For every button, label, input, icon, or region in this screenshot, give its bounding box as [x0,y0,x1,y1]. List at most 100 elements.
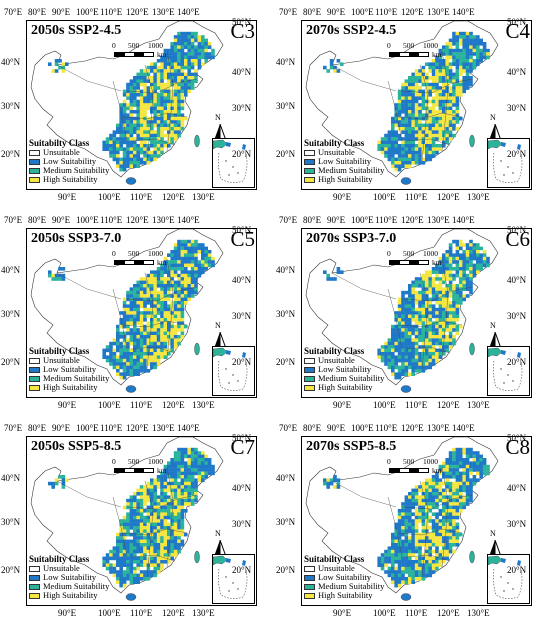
top-longitude-tick: 70°E [279,423,298,433]
bottom-longitude-tick: 100°E [373,400,396,410]
scale-bar-graphic [114,52,154,57]
legend-item: High Suitability [304,591,414,600]
scale-unit: km [432,50,442,59]
top-longitude-tick: 80°E [303,7,322,17]
scale-label-500: 500 [128,41,140,50]
province-boundaries [56,50,198,162]
bottom-longitude-tick: 120°E [162,192,185,202]
left-latitude-tick: 20°N [1,149,21,159]
scale-bar-graphic [114,468,154,473]
legend-label: High Suitability [318,382,373,392]
legend-label: Low Suitability [318,364,372,374]
left-latitude-tick: 30°N [1,101,21,111]
legend-swatch [29,357,40,364]
panel-title: 2050s SSP5-8.5 [31,439,122,454]
scale-label-1000: 1000 [148,249,163,258]
scale-bar-graphic [389,468,429,473]
inset-map [213,555,248,599]
legend-label: Medium Suitability [318,165,385,175]
legend-item: High Suitability [29,175,139,184]
legend-item: Medium Suitability [29,374,139,383]
top-longitude-tick: 90°E [52,7,71,17]
left-latitude-tick: 20°N [276,357,296,367]
panel-title: 2070s SSP2-4.5 [306,23,397,38]
legend-label: Unsuitable [43,563,80,573]
right-latitude-tick: 30°N [507,311,527,321]
scale-label-500: 500 [403,249,415,258]
panel-code: C7 [230,436,255,459]
legend-swatch [304,565,315,572]
map-panel-c7: 2050s SSP5-8.5 C7 0 500 1000 km N [0,416,275,624]
top-longitude-tick: 80°E [303,423,322,433]
legend-swatch [29,583,40,590]
left-latitude-tick: 40°N [276,473,296,483]
legend-swatch [304,167,315,174]
bottom-longitude-tick: 100°E [373,192,396,202]
bottom-longitude-tick: 120°E [437,608,460,618]
scale-label-500: 500 [128,249,140,258]
south-china-sea-inset [212,346,255,396]
top-longitude-tick: 100°E [351,7,374,17]
scale-label-1000: 1000 [423,249,438,258]
left-latitude-tick: 30°N [276,309,296,319]
legend-swatch [304,384,315,391]
right-latitude-tick: 50°N [232,225,252,235]
legend-label: Unsuitable [318,355,355,365]
scale-label-0: 0 [112,457,116,466]
legend-swatch [304,574,315,581]
legend-swatch [29,176,40,183]
legend-item: Unsuitable [304,148,414,157]
legend-item: Low Suitability [29,365,139,374]
north-label: N [215,321,221,330]
top-longitude-tick: 140°E [452,7,475,17]
north-label: N [215,529,221,538]
legend-label: High Suitability [318,590,373,600]
top-longitude-tick: 80°E [303,215,322,225]
left-latitude-tick: 30°N [1,517,21,527]
legend-item: Medium Suitability [304,166,414,175]
legend: Suitabilty Class Unsuitable Low Suitabili… [29,138,139,184]
legend-swatch [29,574,40,581]
inset-map [488,139,523,183]
inset-map [488,347,523,391]
suitability-cells [48,31,215,172]
bottom-longitude-tick: 110°E [405,400,428,410]
top-longitude-tick: 140°E [452,215,475,225]
top-longitude-tick: 140°E [177,423,200,433]
legend-swatch [29,565,40,572]
top-longitude-tick: 130°E [427,423,450,433]
legend: Suitabilty Class Unsuitable Low Suitabili… [29,346,139,392]
scale-unit: km [157,50,167,59]
china-map [30,229,224,393]
scale-bar: 0 500 1000 km [109,250,199,270]
legend-item: Medium Suitability [304,582,414,591]
left-latitude-tick: 20°N [276,149,296,159]
bottom-longitude-tick: 110°E [130,192,153,202]
top-longitude-tick: 70°E [4,423,23,433]
right-latitude-tick: 20°N [232,565,252,575]
top-longitude-tick: 100°E [76,7,99,17]
top-longitude-tick: 70°E [279,7,298,17]
left-latitude-tick: 30°N [1,309,21,319]
top-longitude-tick: 70°E [279,215,298,225]
china-map [305,437,499,601]
top-longitude-tick: 130°E [152,7,175,17]
scale-label-0: 0 [112,41,116,50]
map-panel-c6: 2070s SSP3-7.0 C6 0 500 1000 km N [275,208,550,416]
scale-bar: 0 500 1000 km [109,458,199,478]
scale-label-500: 500 [403,41,415,50]
bottom-longitude-tick: 100°E [98,192,121,202]
panel-title: 2070s SSP5-8.5 [306,439,397,454]
legend-title: Suitabilty Class [29,346,90,356]
bottom-longitude-tick: 110°E [130,608,153,618]
legend-item: Low Suitability [304,573,414,582]
legend-item: High Suitability [29,383,139,392]
top-longitude-tick: 110°E [375,7,398,17]
province-boundaries [331,50,473,162]
left-latitude-tick: 40°N [276,57,296,67]
left-latitude-tick: 30°N [276,517,296,527]
province-boundaries [331,466,473,578]
top-longitude-tick: 120°E [401,7,424,17]
legend-label: High Suitability [43,174,98,184]
top-longitude-tick: 140°E [452,423,475,433]
